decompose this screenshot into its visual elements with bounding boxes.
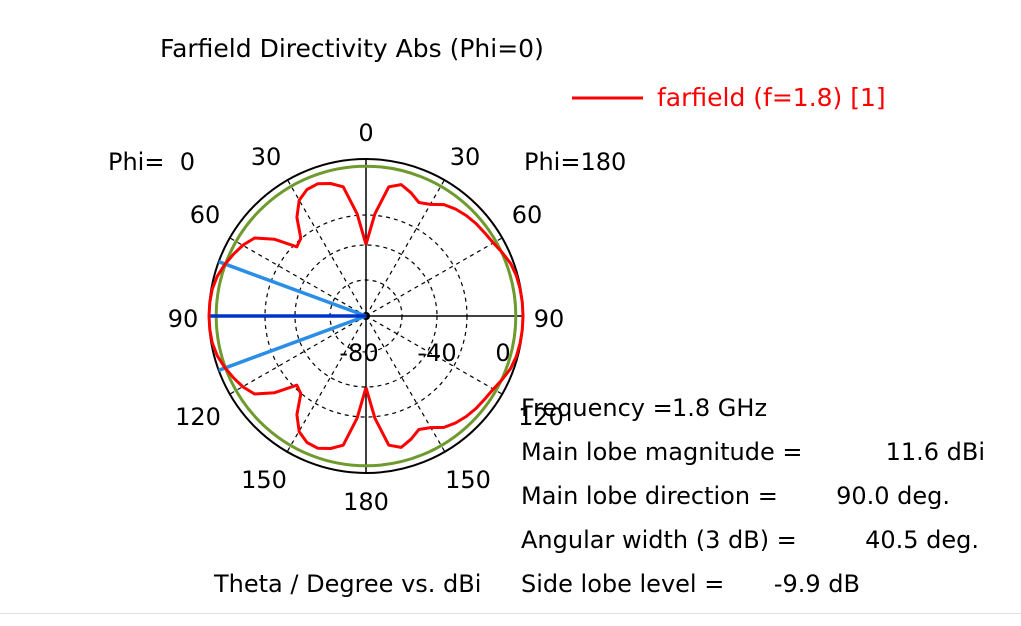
beamwidth-line-2: [218, 314, 367, 372]
angle-label-right-90: 90: [534, 305, 565, 333]
angle-label-right-30: 30: [450, 143, 481, 171]
grid-circle-middle: [294, 244, 438, 388]
chart-title: Farfield Directivity Abs (Phi=0): [160, 34, 544, 63]
angle-label-bottom: 180: [343, 488, 389, 516]
annotation-block: Frequency = 1.8 GHz Main lobe magnitude …: [521, 394, 985, 598]
annotation-frequency-label: Frequency =: [521, 394, 673, 422]
angle-label-left-150: 150: [241, 466, 287, 494]
pattern-curve-left: [207, 182, 368, 450]
grid-spoke-30-right: [365, 178, 446, 317]
angle-label-top: 0: [358, 119, 373, 147]
annotation-main-lobe-direction-value: 90.0 deg.: [836, 482, 950, 510]
annotation-main-lobe-magnitude-value: 11.6 dBi: [886, 438, 985, 466]
annotation-angular-width-value: 40.5 deg.: [865, 526, 979, 554]
phi-right-label: Phi=180: [524, 148, 626, 176]
phi-left-label: Phi= 0: [108, 148, 195, 176]
x-axis-label: Theta / Degree vs. dBi: [213, 570, 481, 598]
angle-label-left-90: 90: [168, 305, 199, 333]
angle-label-left-30: 30: [251, 143, 282, 171]
pattern-curve-right: [364, 183, 525, 449]
beamwidth-line-1: [218, 260, 367, 318]
legend-label: farfield (f=1.8) [1]: [657, 83, 886, 112]
angle-label-right-150: 150: [445, 466, 491, 494]
annotation-main-lobe-direction-label: Main lobe direction =: [521, 482, 778, 510]
grid-spoke-120-right: [365, 315, 503, 395]
radial-tick-label-0: 0: [495, 339, 510, 367]
data-layer: [207, 164, 525, 468]
grid-spoke-150-right: [365, 315, 446, 453]
angle-label-left-120: 120: [175, 403, 221, 431]
bottom-divider: [0, 613, 1021, 614]
angle-label-right-60: 60: [512, 201, 543, 229]
angle-label-right-120: 120: [518, 403, 564, 431]
angle-label-left-60: 60: [190, 201, 221, 229]
annotation-side-lobe-level-label: Side lobe level =: [521, 570, 724, 598]
radial-tick-label--80: -80: [339, 339, 378, 367]
radial-tick-label--40: -40: [417, 339, 456, 367]
grid-spoke-120-left: [229, 315, 367, 395]
grid-spoke-60-right: [365, 237, 503, 317]
annotation-frequency-value: 1.8 GHz: [672, 394, 767, 422]
grid-spoke-60-left: [229, 237, 367, 317]
annotation-side-lobe-level-value: -9.9 dB: [774, 570, 860, 598]
grid-circle-outer: [264, 214, 468, 418]
annotation-angular-width-label: Angular width (3 dB) =: [521, 526, 797, 554]
annotation-main-lobe-magnitude-label: Main lobe magnitude =: [521, 438, 802, 466]
